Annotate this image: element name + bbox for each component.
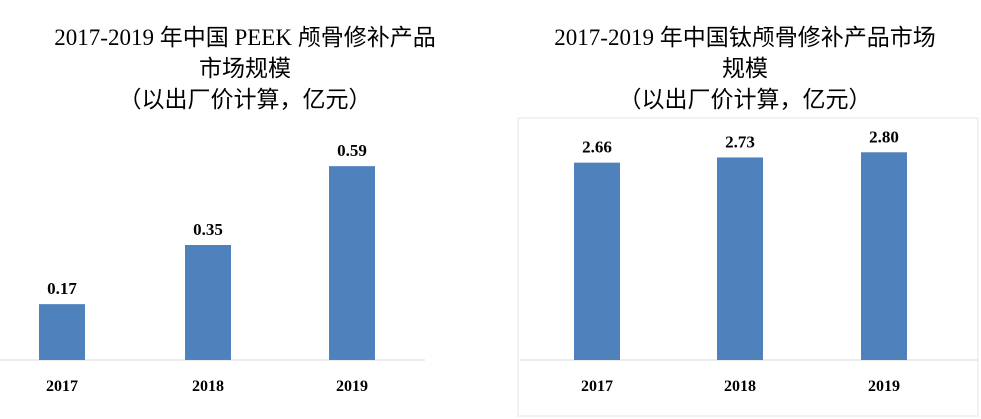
value-label: 2.80: [869, 127, 899, 146]
bar: [185, 245, 231, 360]
bar: [861, 152, 907, 360]
x-tick-label: 2018: [192, 378, 224, 395]
value-label: 2.66: [582, 138, 612, 157]
bar: [39, 304, 85, 360]
bar: [717, 157, 763, 360]
x-tick-label: 2019: [336, 378, 368, 395]
chart-subtitle: （以出厂价计算，亿元）: [619, 87, 872, 112]
value-label: 0.17: [47, 279, 77, 298]
x-tick-label: 2018: [724, 378, 756, 395]
chart-title: 市场规模: [199, 56, 291, 81]
bar: [329, 166, 375, 360]
value-label: 0.59: [337, 141, 367, 160]
x-tick-label: 2017: [581, 378, 613, 395]
bar: [574, 162, 620, 360]
chart-title: 规模: [722, 56, 768, 81]
x-tick-label: 2017: [46, 378, 78, 395]
panel-frame: [517, 117, 979, 417]
chart-title: 2017-2019 年中国 PEEK 颅骨修补产品: [54, 25, 435, 50]
chart-subtitle: （以出厂价计算，亿元）: [119, 87, 372, 112]
value-label: 2.73: [725, 132, 755, 151]
value-label: 0.35: [193, 220, 223, 239]
x-tick-label: 2019: [868, 378, 900, 395]
chart-title: 2017-2019 年中国钛颅骨修补产品市场: [554, 25, 935, 50]
